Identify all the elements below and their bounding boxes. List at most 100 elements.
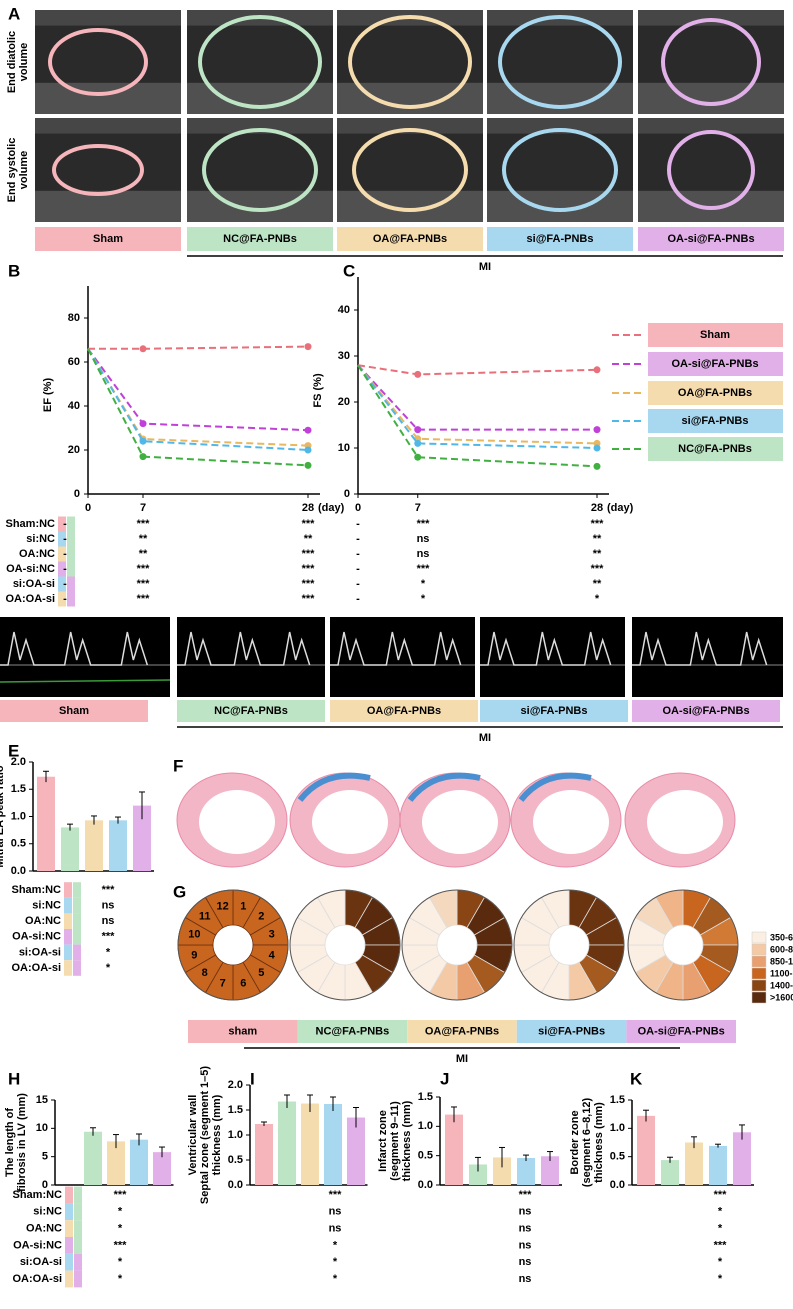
significance-mark: - — [356, 593, 360, 605]
y-tick-label: 0.0 — [418, 1179, 433, 1191]
legend-label: 1400-1600 — [770, 980, 793, 990]
comparison-swatch — [74, 1186, 82, 1204]
panel-label: C — [343, 261, 355, 280]
histology-lumen — [312, 790, 388, 854]
bar — [517, 1158, 535, 1185]
group-label: si@FA-PNBs — [521, 705, 588, 717]
comparison-swatch — [64, 929, 72, 945]
comparison-swatch — [58, 516, 66, 532]
y-axis-label: (segment 9–11) — [389, 1101, 401, 1181]
bar — [255, 1124, 273, 1185]
y-tick-label: 0.0 — [610, 1179, 625, 1191]
comparison-swatch — [74, 1220, 82, 1237]
echo-texture — [187, 190, 333, 222]
group-label: si@FA-PNBs — [538, 1025, 605, 1037]
significance-mark: ns — [519, 1206, 532, 1218]
row-label: End systolic — [6, 138, 18, 203]
histology-lumen — [199, 790, 275, 854]
data-point — [414, 370, 422, 378]
ventricle-outline — [198, 15, 322, 109]
significance-mark: *** — [137, 578, 151, 590]
group-label: si@FA-PNBs — [527, 233, 594, 245]
y-axis-label: thickness (mm) — [593, 1102, 605, 1183]
significance-mark: ns — [519, 1223, 532, 1235]
segment-label: 5 — [258, 967, 264, 979]
significance-mark: - — [356, 548, 360, 560]
row-label: volume — [18, 43, 30, 82]
data-point — [414, 426, 422, 434]
echo-texture — [35, 10, 181, 26]
y-tick-label: 1.5 — [418, 1091, 433, 1103]
group-strip — [330, 700, 478, 722]
panel-label: A — [8, 4, 20, 23]
group-strip — [632, 700, 780, 722]
comparison-swatch — [58, 531, 66, 547]
significance-mark: *** — [302, 593, 316, 605]
significance-mark: * — [718, 1273, 723, 1285]
legend-box — [751, 979, 767, 992]
doppler-image — [632, 617, 783, 697]
group-strip — [0, 700, 148, 722]
significance-mark: *** — [137, 518, 151, 530]
comparison-swatch — [73, 944, 81, 961]
y-tick-label: 1.0 — [418, 1120, 433, 1132]
segment-label: 2 — [258, 911, 264, 923]
data-point — [304, 426, 312, 434]
y-axis-label: Border zone — [569, 1110, 581, 1174]
significance-mark: *** — [329, 1189, 343, 1201]
legend-box — [648, 437, 783, 461]
y-tick-label: 5 — [42, 1151, 48, 1163]
comparison-swatch — [67, 576, 75, 592]
bullseye-outline — [289, 889, 401, 1001]
comparison-label: OA:OA-si — [13, 1273, 63, 1285]
significance-mark: - — [63, 593, 67, 605]
legend-box — [751, 943, 767, 956]
comparison-label: OA:NC — [25, 915, 61, 927]
comparison-swatch — [64, 913, 72, 929]
comparison-label: OA:OA-si — [6, 593, 56, 605]
bar — [133, 805, 151, 871]
series-line — [87, 348, 309, 447]
segment-label: 1 — [240, 900, 246, 912]
comparison-label: si:NC — [33, 1206, 62, 1218]
data-point — [304, 446, 312, 454]
significance-mark: - — [356, 578, 360, 590]
comparison-swatch — [64, 882, 72, 898]
segment-label: 8 — [202, 967, 208, 979]
data-point — [414, 453, 422, 461]
echo-texture — [337, 118, 483, 134]
bar — [685, 1142, 703, 1185]
y-tick-label: 0.5 — [11, 838, 26, 850]
significance-mark: *** — [714, 1239, 728, 1251]
x-axis-label: (day) — [318, 502, 345, 514]
doppler-trace — [177, 631, 311, 666]
comparison-label: Sham:NC — [5, 518, 55, 530]
data-point — [139, 437, 147, 445]
significance-mark: *** — [417, 563, 431, 575]
segment-label: 9 — [191, 949, 197, 961]
x-tick-label: 7 — [415, 502, 421, 514]
doppler-trace — [330, 631, 462, 666]
y-tick-label: 1.0 — [610, 1122, 625, 1134]
significance-mark: * — [333, 1273, 338, 1285]
comparison-swatch — [73, 929, 81, 945]
segment-label: 11 — [199, 911, 211, 923]
significance-mark: ** — [593, 578, 602, 590]
x-axis-label: (day) — [607, 502, 634, 514]
y-tick-label: 10 — [338, 442, 350, 454]
y-tick-label: 20 — [68, 444, 80, 456]
legend-label: 1100-1400 — [770, 968, 793, 978]
series-line — [357, 364, 598, 449]
comparison-label: OA-si:NC — [13, 1239, 62, 1251]
significance-mark: * — [333, 1256, 338, 1268]
panel-label: E — [8, 741, 19, 760]
echo-texture — [187, 118, 333, 134]
legend-label: OA@FA-PNBs — [678, 387, 752, 399]
bullseye-outline — [627, 889, 739, 1001]
bullseye-outline — [513, 889, 625, 1001]
legend-box — [648, 323, 783, 347]
histology-lumen — [647, 790, 723, 854]
group-strip — [638, 227, 784, 251]
bar — [733, 1132, 751, 1185]
y-tick-label: 0.5 — [228, 1154, 243, 1166]
